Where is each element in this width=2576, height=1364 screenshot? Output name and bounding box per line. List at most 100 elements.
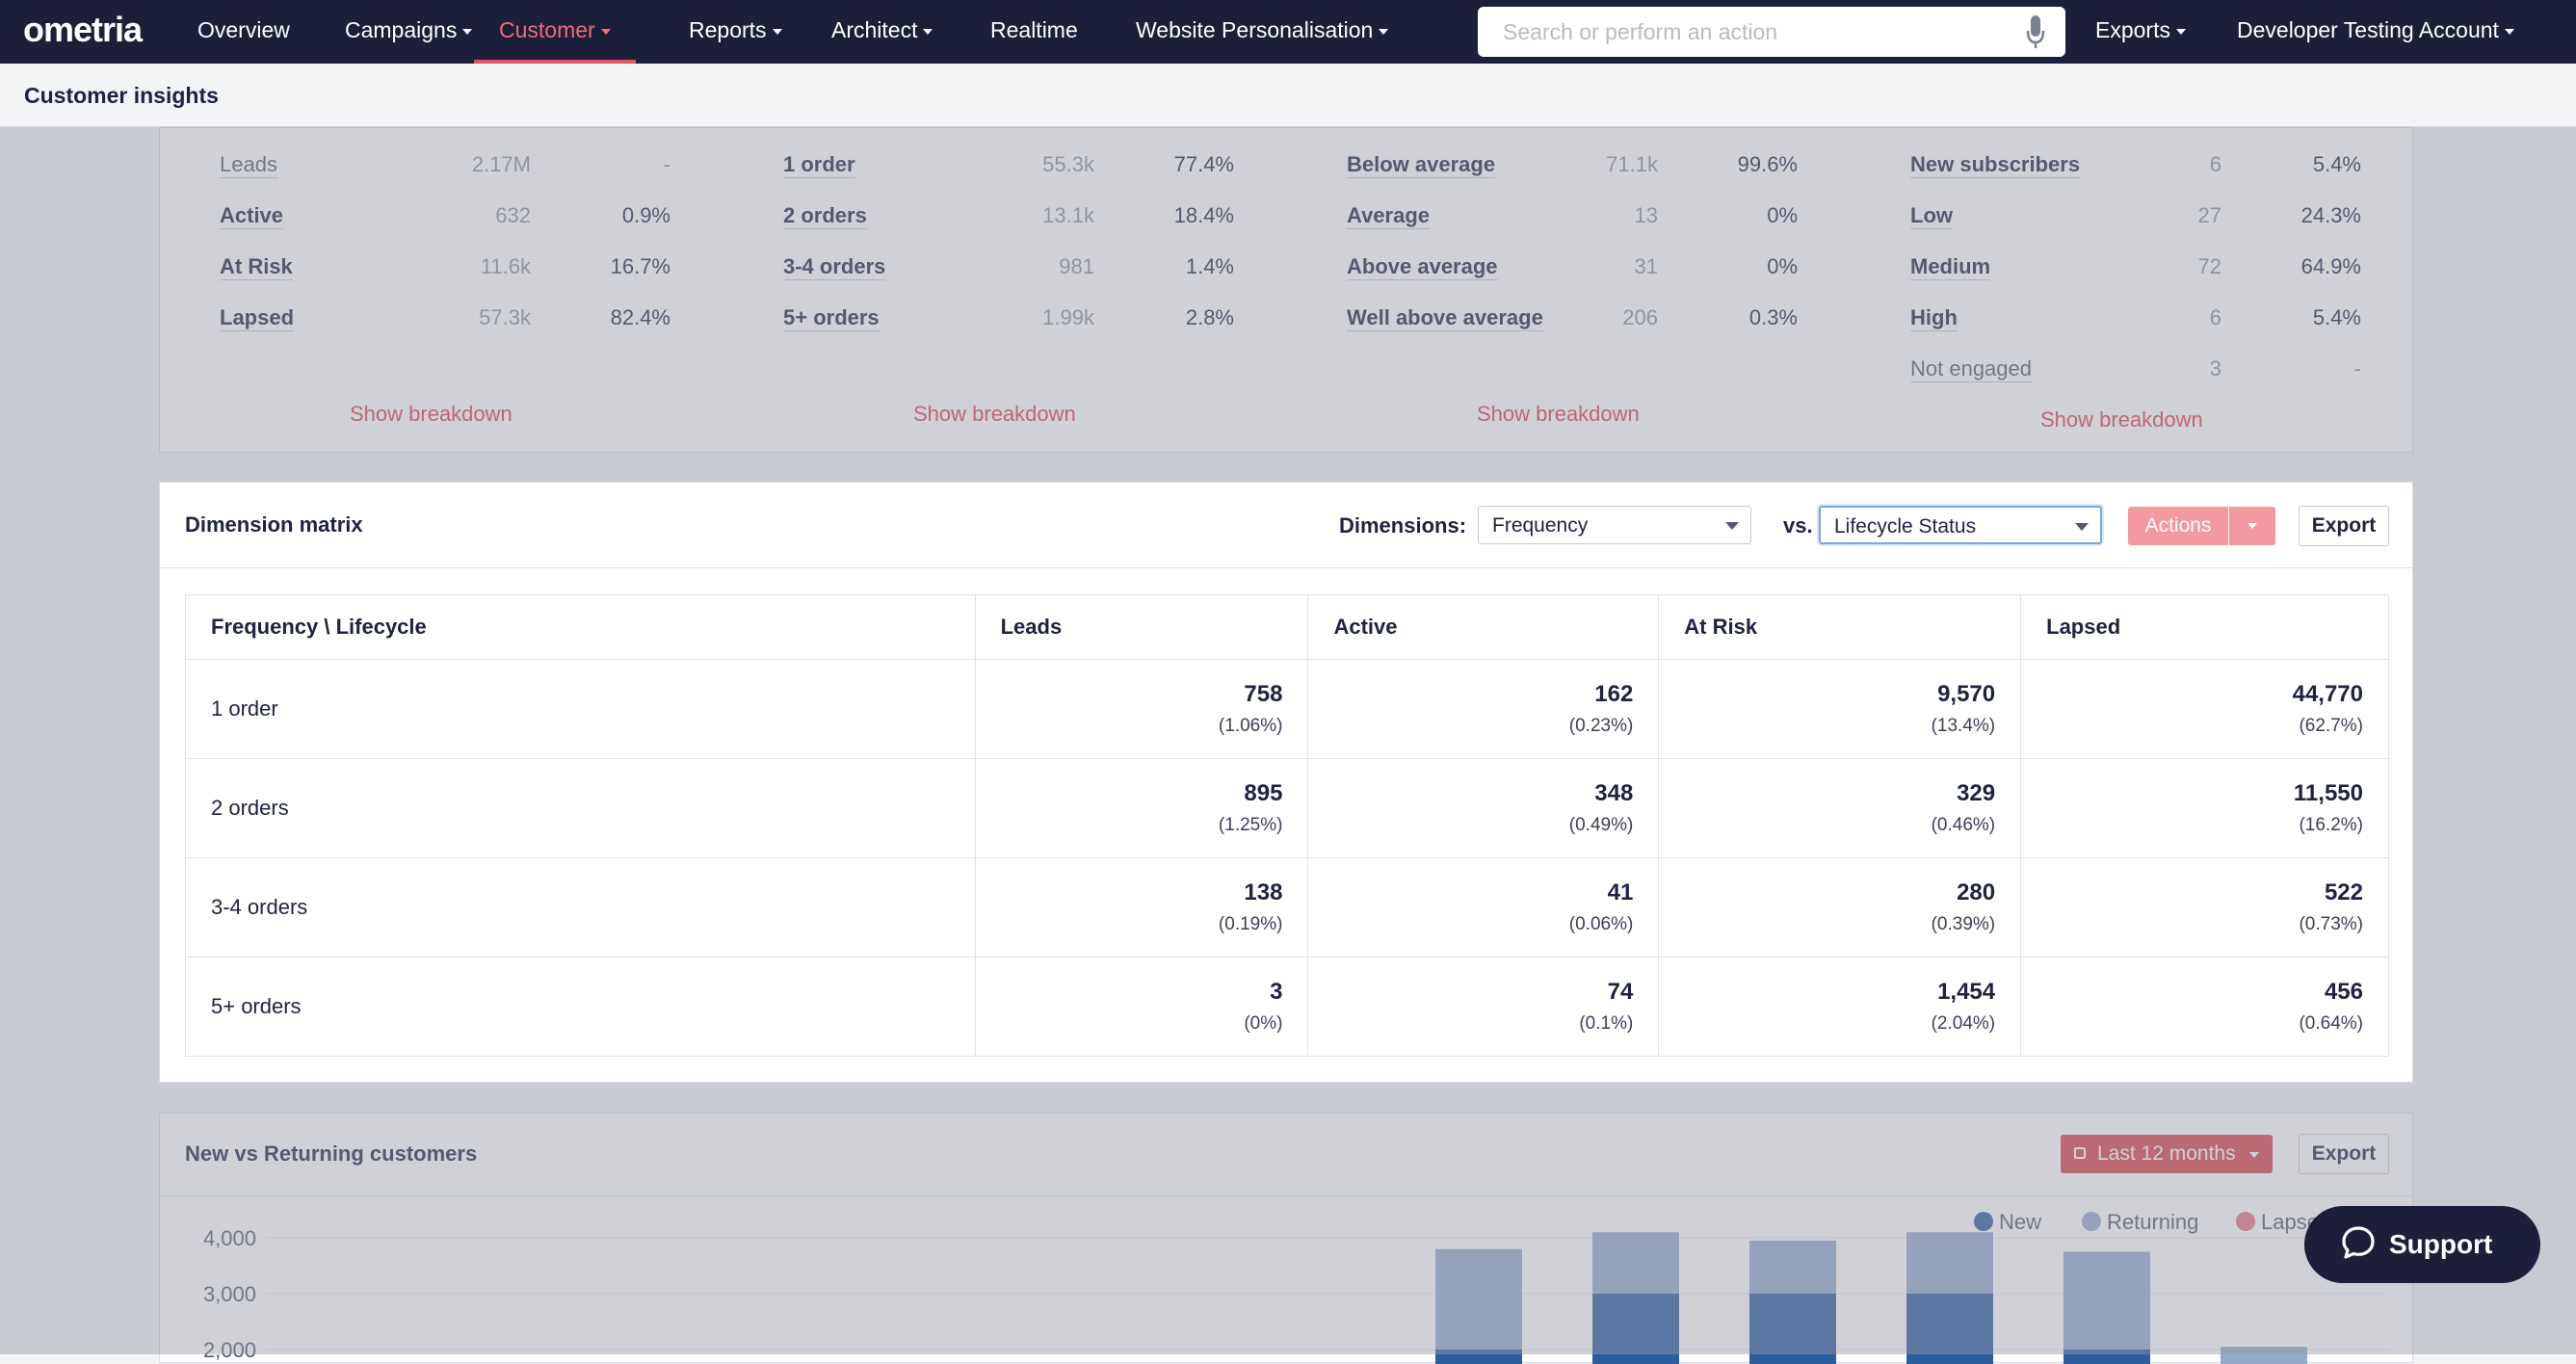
support-button[interactable]: Support xyxy=(2304,1206,2540,1283)
legend-label[interactable]: New xyxy=(1999,1210,2041,1234)
matrix-cell[interactable]: 758 (1.06%) xyxy=(974,659,1309,759)
row-label[interactable]: Low xyxy=(1910,203,1953,229)
list-item[interactable]: Well above average 206 0.3% xyxy=(1347,294,1798,345)
list-item[interactable]: 3-4 orders 981 1.4% xyxy=(783,243,1234,294)
nav-reports[interactable]: Reports xyxy=(689,0,782,64)
row-label[interactable]: High xyxy=(1910,305,1958,331)
bar-returning[interactable] xyxy=(1749,1240,1836,1294)
nav-realtime[interactable]: Realtime xyxy=(990,0,1078,64)
list-item[interactable]: Medium 72 64.9% xyxy=(1910,243,2361,294)
matrix-cell[interactable]: 348 (0.49%) xyxy=(1307,758,1660,858)
bar-returning[interactable] xyxy=(2221,1347,2307,1364)
nav-customer[interactable]: Customer xyxy=(474,0,636,64)
list-item[interactable]: 1 order 55.3k 77.4% xyxy=(783,141,1234,192)
nav-architect[interactable]: Architect xyxy=(831,0,933,64)
row-percent: 82.4% xyxy=(610,305,670,329)
matrix-cell[interactable]: 329 (0.46%) xyxy=(1658,758,2022,858)
list-item[interactable]: Low 27 24.3% xyxy=(1910,192,2361,243)
list-item[interactable]: High 6 5.4% xyxy=(1910,294,2361,345)
list-item[interactable]: Average 13 0% xyxy=(1347,192,1798,243)
list-item[interactable]: New subscribers 6 5.4% xyxy=(1910,141,2361,192)
list-item[interactable]: Lapsed 57.3k 82.4% xyxy=(220,294,670,345)
actions-dropdown-toggle[interactable] xyxy=(2229,507,2275,545)
list-item[interactable]: At Risk 11.6k 16.7% xyxy=(220,243,670,294)
show-breakdown-link[interactable]: Show breakdown xyxy=(350,402,513,426)
date-range-button[interactable]: Last 12 months xyxy=(2061,1135,2273,1173)
list-item[interactable]: Below average 71.1k 99.6% xyxy=(1347,141,1798,192)
matrix-cell[interactable]: 1,454 (2.04%) xyxy=(1658,957,2022,1057)
row-label[interactable]: Medium xyxy=(1910,254,1991,280)
bar-returning[interactable] xyxy=(2063,1251,2150,1351)
row-label[interactable]: Average xyxy=(1347,203,1431,229)
matrix-cell[interactable]: 3 (0%) xyxy=(974,957,1309,1057)
row-label[interactable]: At Risk xyxy=(220,254,293,280)
legend-label[interactable]: Returning xyxy=(2107,1210,2198,1234)
matrix-cell[interactable]: 456 (0.64%) xyxy=(2020,957,2389,1057)
export-button[interactable]: Export xyxy=(2299,1134,2389,1174)
bar-new[interactable] xyxy=(1592,1294,1679,1364)
row-label[interactable]: New subscribers xyxy=(1910,152,2081,178)
list-item[interactable]: Leads 2.17M - xyxy=(220,141,670,192)
nav-website-personalisation[interactable]: Website Personalisation xyxy=(1136,0,1389,64)
row-count: 206 xyxy=(1622,305,1658,329)
list-item[interactable]: Active 632 0.9% xyxy=(220,192,670,243)
matrix-cell[interactable]: 9,570 (13.4%) xyxy=(1658,659,2022,759)
dimension-1-select[interactable]: Frequency xyxy=(1478,506,1751,544)
row-label[interactable]: 5+ orders xyxy=(783,305,880,331)
matrix-cell[interactable]: 522 (0.73%) xyxy=(2020,857,2389,957)
row-label[interactable]: 2 orders xyxy=(783,203,867,229)
row-label[interactable]: Leads xyxy=(220,152,277,178)
matrix-cell[interactable]: 138 (0.19%) xyxy=(974,857,1309,957)
y-tick-label: 4,000 xyxy=(203,1226,256,1250)
row-label[interactable]: 1 order xyxy=(783,152,855,178)
row-label[interactable]: Not engaged xyxy=(1910,356,2032,382)
matrix-cell[interactable]: 74 (0.1%) xyxy=(1307,957,1660,1057)
bar-new[interactable] xyxy=(2063,1350,2150,1364)
list-item[interactable]: 2 orders 13.1k 18.4% xyxy=(783,192,1234,243)
cell-percent: (0.19%) xyxy=(1218,914,1283,934)
bar-new[interactable] xyxy=(1906,1294,1993,1364)
matrix-cell[interactable]: 895 (1.25%) xyxy=(974,758,1309,858)
bar-new[interactable] xyxy=(1749,1294,1836,1364)
account-menu[interactable]: Developer Testing Account xyxy=(2237,0,2514,64)
bar-returning[interactable] xyxy=(1906,1232,1993,1294)
row-label[interactable]: Active xyxy=(220,203,284,229)
show-breakdown-link[interactable]: Show breakdown xyxy=(1477,402,1640,426)
matrix-cell[interactable]: 280 (0.39%) xyxy=(1658,857,2022,957)
show-breakdown-link[interactable]: Show breakdown xyxy=(913,402,1076,426)
bar-returning[interactable] xyxy=(1435,1248,1522,1350)
microphone-icon[interactable] xyxy=(2026,13,2045,50)
row-label[interactable]: Lapsed xyxy=(220,305,295,331)
list-item[interactable]: Not engaged 3 - xyxy=(1910,345,2361,396)
chevron-down-icon xyxy=(2075,523,2089,531)
actions-button[interactable]: Actions xyxy=(2128,507,2228,545)
list-item[interactable]: Above average 31 0% xyxy=(1347,243,1798,294)
nav-campaigns-label: Campaigns xyxy=(345,17,458,42)
row-count: 11.6k xyxy=(480,254,531,278)
bar-returning[interactable] xyxy=(1592,1232,1679,1294)
row-label[interactable]: Well above average xyxy=(1347,305,1543,331)
matrix-cell[interactable]: 162 (0.23%) xyxy=(1307,659,1660,759)
dimension-2-select[interactable]: Lifecycle Status xyxy=(1819,506,2102,544)
row-header: 1 order xyxy=(185,659,976,759)
export-button[interactable]: Export xyxy=(2299,506,2389,546)
row-label[interactable]: Above average xyxy=(1347,254,1498,280)
nav-campaigns[interactable]: Campaigns xyxy=(345,0,473,64)
ometria-logo[interactable]: ometria xyxy=(23,10,143,50)
row-count: 2.17M xyxy=(471,152,531,176)
row-count: 981 xyxy=(1059,254,1094,278)
row-label[interactable]: Below average xyxy=(1347,152,1496,178)
bar-new[interactable] xyxy=(1435,1350,1522,1364)
summary-card: Leads 2.17M - Active 632 0.9% At Risk 11.6k 16… xyxy=(159,127,2413,453)
row-percent: - xyxy=(663,152,670,176)
matrix-cell[interactable]: 41 (0.06%) xyxy=(1307,857,1660,957)
divider xyxy=(160,1195,2412,1196)
matrix-cell[interactable]: 11,550 (16.2%) xyxy=(2020,758,2389,858)
matrix-cell[interactable]: 44,770 (62.7%) xyxy=(2020,659,2389,759)
nav-overview[interactable]: Overview xyxy=(197,0,290,64)
show-breakdown-link[interactable]: Show breakdown xyxy=(2040,407,2203,432)
nav-exports[interactable]: Exports xyxy=(2095,0,2186,64)
row-label[interactable]: 3-4 orders xyxy=(783,254,886,280)
list-item[interactable]: 5+ orders 1.99k 2.8% xyxy=(783,294,1234,345)
search-input[interactable] xyxy=(1478,7,2065,57)
